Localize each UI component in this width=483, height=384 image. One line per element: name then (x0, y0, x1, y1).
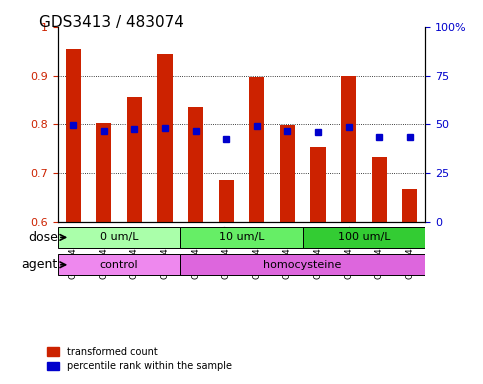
Text: 0 um/L: 0 um/L (100, 232, 139, 242)
Text: agent: agent (22, 258, 58, 271)
FancyBboxPatch shape (58, 254, 180, 275)
Text: GDS3413 / 483074: GDS3413 / 483074 (39, 15, 184, 30)
Text: homocysteine: homocysteine (264, 260, 342, 270)
Bar (402, 189, 417, 222)
Bar (249, 77, 265, 222)
Bar (96, 123, 112, 222)
Text: 100 um/L: 100 um/L (338, 232, 390, 242)
FancyBboxPatch shape (180, 254, 425, 275)
Bar (66, 49, 81, 222)
Bar (157, 54, 173, 222)
FancyBboxPatch shape (180, 227, 303, 248)
Text: dose: dose (28, 231, 58, 244)
Bar (280, 125, 295, 222)
Legend: transformed count, percentile rank within the sample: transformed count, percentile rank withi… (43, 343, 236, 375)
Bar (311, 147, 326, 222)
Bar (219, 180, 234, 222)
Text: 10 um/L: 10 um/L (219, 232, 264, 242)
Bar (188, 107, 203, 222)
Bar (127, 98, 142, 222)
FancyBboxPatch shape (303, 227, 425, 248)
Bar (371, 157, 387, 222)
Text: control: control (100, 260, 139, 270)
FancyBboxPatch shape (58, 227, 180, 248)
Bar (341, 76, 356, 222)
